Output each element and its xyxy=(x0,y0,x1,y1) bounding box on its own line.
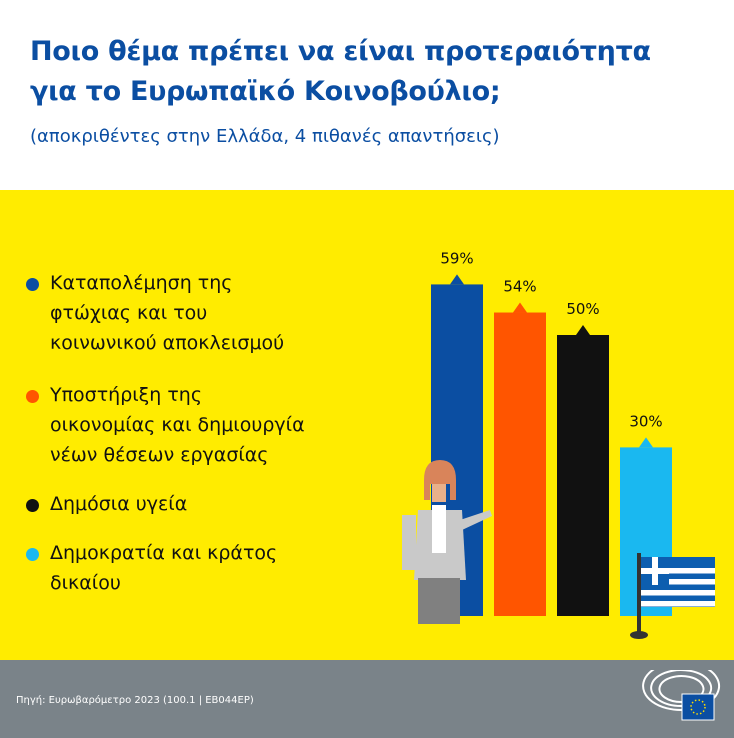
greek-flag-illustration xyxy=(630,553,715,639)
person-illustration xyxy=(402,460,492,624)
legend-item: Δημόσια υγεία xyxy=(26,489,187,519)
data-label: 59% xyxy=(440,249,473,267)
legend-item: Δημοκρατία και κράτος δικαίου xyxy=(26,538,277,598)
title-line: για το Ευρωπαϊκό Κοινοβούλιο; xyxy=(30,76,501,107)
chart-title: Ποιο θέμα πρέπει να είναι προτεραιότητα γ… xyxy=(30,32,651,112)
footer: Πηγή: Ευρωβαρόμετρο 2023 (100.1 | EB044E… xyxy=(0,660,734,738)
bar-tip xyxy=(576,325,590,335)
legend-item: Καταπολέμηση της φτώχιας και του κοινωνικο… xyxy=(26,268,284,358)
chart-panel: Καταπολέμηση της φτώχιας και του κοινωνικο… xyxy=(0,190,734,660)
title-line: Ποιο θέμα πρέπει να είναι προτεραιότητα xyxy=(30,36,651,67)
header: Ποιο θέμα πρέπει να είναι προτεραιότητα γ… xyxy=(0,0,734,190)
chart-subtitle: (αποκριθέντες στην Ελλάδα, 4 πιθανές απα… xyxy=(30,126,500,147)
bar-chart: 59% 54% 50% 30% xyxy=(402,249,715,639)
bar-tip xyxy=(513,302,527,313)
data-label: 54% xyxy=(503,278,536,296)
data-label: 30% xyxy=(629,412,662,430)
legend-dot xyxy=(26,548,39,561)
bar-tip xyxy=(639,437,653,448)
legend-dot xyxy=(26,499,39,512)
bar xyxy=(494,312,546,616)
data-label: 50% xyxy=(566,300,599,318)
source-note: Πηγή: Ευρωβαρόμετρο 2023 (100.1 | EB044E… xyxy=(16,695,254,706)
bar xyxy=(557,335,609,616)
european-parliament-logo xyxy=(642,670,721,721)
legend-dot xyxy=(26,278,39,291)
legend-item: Υποστήριξη της οικονομίας και δημιουργία ν… xyxy=(26,380,305,470)
bar-tip xyxy=(450,274,464,285)
legend-dot xyxy=(26,390,39,403)
